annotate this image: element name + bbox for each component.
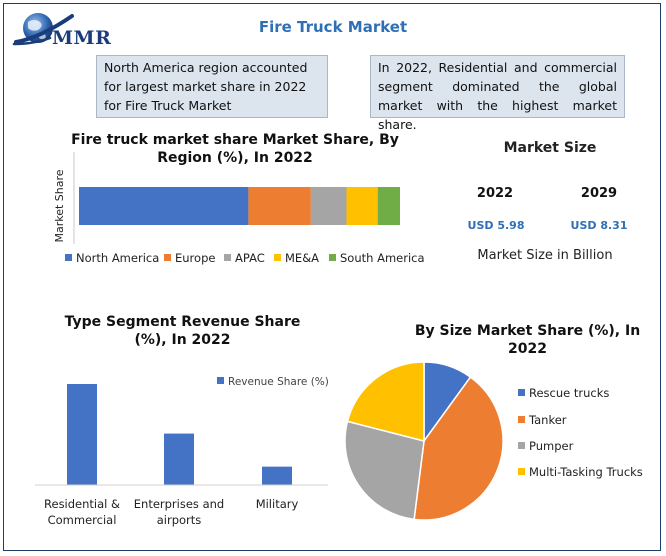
legend-label: ME&A — [285, 251, 319, 265]
region-bar-segment — [248, 187, 311, 225]
note-region: North America region accounted for large… — [96, 55, 328, 118]
market-size-footer: Market Size in Billion — [477, 248, 613, 263]
type-bar — [262, 466, 292, 485]
type-chart-title: Type Segment Revenue Share (%), In 2022 — [64, 314, 301, 348]
legend-swatch — [274, 254, 281, 261]
legend-label: Rescue trucks — [529, 386, 609, 400]
legend-swatch — [518, 468, 525, 475]
region-chart-title: Fire truck market share Market Share, By… — [71, 132, 399, 166]
logo-globe-icon — [12, 13, 74, 46]
legend-swatch — [518, 442, 525, 449]
type-bar — [164, 433, 194, 485]
legend-swatch — [224, 254, 231, 261]
legend-label: Revenue Share (%) — [228, 376, 329, 388]
type-category-label: Enterprises and — [134, 497, 224, 511]
legend-swatch — [329, 254, 336, 261]
pie-slice — [346, 361, 425, 442]
type-bar — [67, 384, 97, 485]
type-category-label: Residential & — [44, 497, 120, 511]
page-title: Fire Truck Market — [258, 18, 408, 36]
pie-slice — [344, 420, 425, 521]
legend-swatch — [518, 416, 525, 423]
type-category-label: Commercial — [48, 513, 117, 527]
note-segment: In 2022, Residential and commercial segm… — [370, 55, 625, 132]
legend-label: APAC — [235, 251, 265, 265]
frame-border — [3, 3, 661, 551]
legend-label: North America — [76, 251, 159, 265]
logo-text: MMR — [52, 27, 112, 49]
legend-swatch — [164, 254, 171, 261]
legend-label: Tanker — [528, 413, 567, 427]
region-bar-segment — [377, 187, 400, 225]
legend-swatch — [518, 389, 525, 396]
region-chart-ylabel: Market Share — [53, 169, 66, 242]
legend-swatch — [217, 377, 224, 384]
market-size-value: USD 8.31 — [570, 219, 628, 232]
type-category-label: Military — [256, 497, 299, 511]
market-size-year: 2022 — [476, 186, 514, 201]
pie-slice — [413, 376, 504, 521]
legend-label: Europe — [175, 251, 215, 265]
legend-swatch — [65, 254, 72, 261]
region-bar-segment — [346, 187, 378, 225]
market-size-value: USD 5.98 — [467, 219, 525, 232]
legend-label: South America — [340, 251, 425, 265]
legend-label: Multi-Tasking Trucks — [529, 465, 643, 479]
market-size-title: Market Size — [503, 140, 597, 156]
region-bar-segment — [79, 187, 249, 225]
size-chart-title: By Size Market Share (%), In 2022 — [414, 323, 641, 357]
legend-label: Pumper — [529, 439, 574, 453]
type-category-label: airports — [157, 513, 202, 527]
market-size-year: 2029 — [580, 186, 618, 201]
region-bar-segment — [310, 187, 347, 225]
